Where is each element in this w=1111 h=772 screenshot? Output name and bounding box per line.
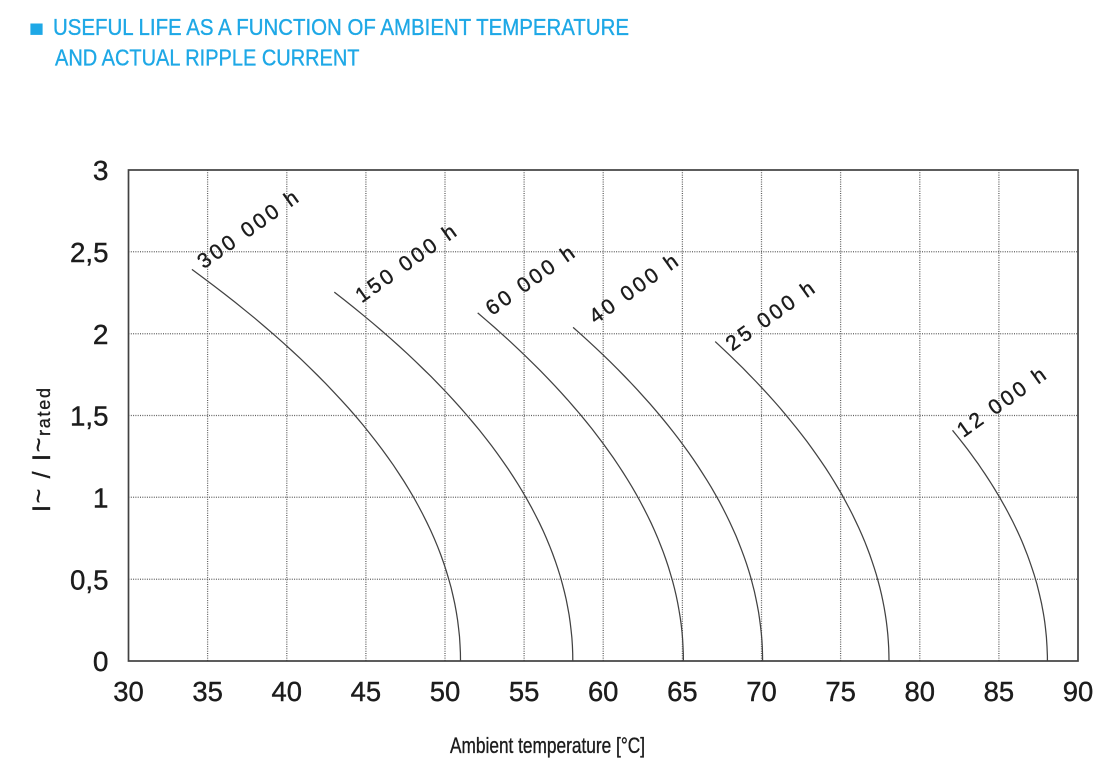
svg-text:0,5: 0,5 (70, 564, 109, 595)
svg-text:3: 3 (93, 155, 109, 186)
svg-text:90: 90 (1063, 676, 1094, 707)
svg-text:70: 70 (746, 676, 777, 707)
svg-text:25 000 h: 25 000 h (722, 277, 819, 356)
svg-text:12 000 h: 12 000 h (953, 363, 1050, 442)
svg-text:40 000 h: 40 000 h (585, 250, 682, 329)
svg-text:80: 80 (905, 676, 936, 707)
svg-text:I~ / I~rated: I~ / I~rated (25, 388, 56, 512)
svg-text:55: 55 (509, 676, 540, 707)
svg-text:2: 2 (93, 319, 109, 350)
svg-text:150 000 h: 150 000 h (351, 220, 460, 307)
svg-text:65: 65 (667, 676, 698, 707)
svg-text:1: 1 (93, 483, 109, 514)
svg-text:50: 50 (430, 676, 461, 707)
svg-text:40: 40 (272, 676, 303, 707)
svg-text:Ambient temperature [°C]: Ambient temperature [°C] (450, 733, 645, 758)
svg-text:75: 75 (825, 676, 856, 707)
svg-text:2,5: 2,5 (70, 237, 109, 268)
svg-text:AND ACTUAL RIPPLE CURRENT: AND ACTUAL RIPPLE CURRENT (55, 45, 360, 71)
svg-text:30: 30 (113, 676, 144, 707)
svg-text:60 000 h: 60 000 h (482, 241, 579, 320)
svg-text:1,5: 1,5 (70, 401, 109, 432)
svg-text:35: 35 (192, 676, 223, 707)
svg-text:85: 85 (984, 676, 1015, 707)
svg-text:60: 60 (588, 676, 619, 707)
svg-text:0: 0 (93, 646, 109, 677)
svg-text:USEFUL LIFE AS A FUNCTION OF A: USEFUL LIFE AS A FUNCTION OF AMBIENT TEM… (53, 14, 629, 40)
svg-text:45: 45 (351, 676, 382, 707)
